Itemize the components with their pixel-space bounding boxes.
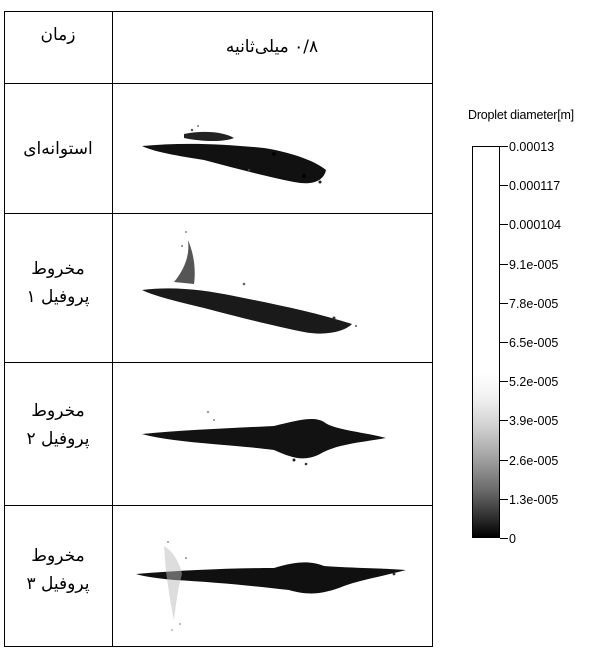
legend-tick bbox=[500, 420, 508, 421]
spray-image-cylindrical bbox=[124, 90, 336, 210]
legend-tick-label: 9.1e-005 bbox=[509, 258, 559, 272]
legend-tick bbox=[500, 460, 508, 461]
legend-title: Droplet diameter[m] bbox=[468, 108, 574, 122]
legend-tick-label: 0 bbox=[509, 532, 516, 546]
table-row-divider bbox=[4, 83, 433, 84]
legend-tick bbox=[500, 146, 508, 147]
legend-tick-label: 0.000117 bbox=[509, 179, 561, 193]
legend-tick-label: 0.000104 bbox=[509, 218, 562, 232]
table-row-divider bbox=[4, 213, 433, 214]
legend-tick-label: 7.8e-005 bbox=[509, 297, 559, 311]
spray-image-cone-profile-2 bbox=[124, 370, 414, 500]
legend-tick bbox=[500, 499, 508, 500]
spray-image-cone-profile-3 bbox=[124, 512, 424, 642]
legend-tick-label: 5.2e-005 bbox=[509, 375, 559, 389]
table-border-bottom bbox=[4, 646, 433, 647]
legend-tick bbox=[500, 185, 508, 186]
legend-tick bbox=[500, 264, 508, 265]
legend-tick bbox=[500, 381, 508, 382]
table-border-left bbox=[4, 11, 5, 647]
legend-tick bbox=[500, 538, 508, 539]
legend-tick bbox=[500, 224, 508, 225]
table-column-divider bbox=[112, 11, 113, 647]
legend-tick-label: 3.9e-005 bbox=[509, 414, 559, 428]
legend-tick bbox=[500, 342, 508, 343]
header-time-value: ۰/۸ میلی‌ثانیه bbox=[225, 37, 319, 57]
legend-tick-label: 2.6e-005 bbox=[509, 454, 559, 468]
legend-tick-label: 6.5e-005 bbox=[509, 336, 559, 350]
table-row-divider bbox=[4, 362, 433, 363]
colorbar bbox=[472, 146, 500, 538]
header-time: زمان bbox=[40, 25, 76, 45]
spray-image-cone-profile-1 bbox=[124, 220, 366, 360]
legend-tick-label: 0.00013 bbox=[509, 140, 555, 154]
legend-tick-label: 1.3e-005 bbox=[509, 493, 559, 507]
table-row-divider bbox=[4, 505, 433, 506]
table-border-right bbox=[432, 11, 433, 647]
table-border-top bbox=[4, 11, 433, 12]
legend-tick bbox=[500, 303, 508, 304]
